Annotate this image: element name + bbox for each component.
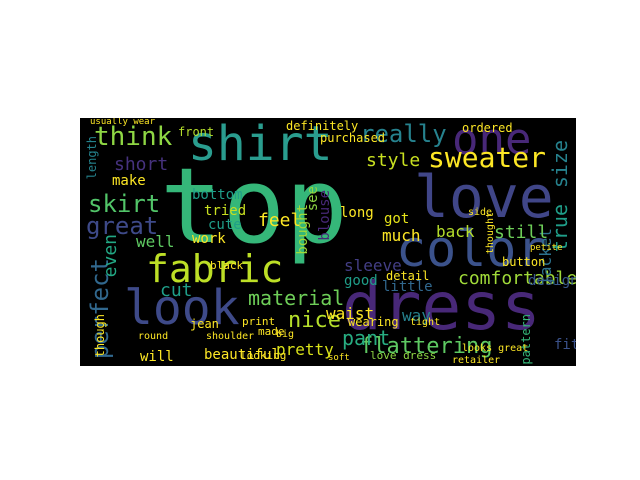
word-ordered: ordered — [462, 121, 513, 135]
word-material: material — [248, 286, 345, 310]
word-dress: dress — [342, 268, 541, 345]
word-color: color — [396, 220, 547, 278]
word-bottom: bottom — [192, 187, 243, 203]
word-cut: cut — [160, 280, 193, 301]
word-sleeve: sleeve — [344, 256, 402, 275]
word-beautiful: beautiful — [204, 347, 280, 363]
word-made: made — [258, 325, 285, 338]
word-back: back — [436, 222, 475, 241]
word-even: even — [100, 234, 121, 278]
word-detail: detail — [386, 269, 430, 283]
word-top: top — [160, 145, 348, 267]
word-looking: looking — [240, 349, 287, 362]
word-shirt: shirt — [188, 118, 333, 172]
word-skirt: skirt — [88, 190, 161, 218]
word-flattering: flattering — [360, 334, 493, 359]
word-think: think — [94, 122, 173, 152]
word-bought: bought — [295, 204, 311, 255]
word-love-dress: love dress — [370, 349, 437, 362]
word-nice: nice — [288, 308, 341, 333]
word-purchased: purchased — [320, 131, 386, 145]
word-pant: pant — [342, 326, 391, 350]
word-retailer: retailer — [452, 355, 501, 366]
word-fit: fit — [554, 337, 576, 353]
word-tight: tight — [410, 317, 441, 328]
word-tried: tried — [204, 203, 247, 219]
word-print: print — [242, 315, 276, 328]
word-round: round — [138, 331, 169, 342]
word-usually-wear: usually wear — [90, 118, 156, 127]
word-make: make — [112, 173, 146, 189]
word-fabric: fabric — [146, 247, 284, 291]
word-design: design — [528, 273, 576, 289]
word-well: well — [136, 232, 175, 251]
word-length: length — [85, 136, 99, 180]
word-style: style — [366, 150, 421, 171]
word-really: really — [360, 120, 447, 148]
word-waist: waist — [326, 304, 375, 323]
word-wearing: wearing — [348, 315, 399, 329]
word-pretty: pretty — [276, 340, 334, 359]
word-short: short — [114, 154, 169, 175]
word-thought: thought — [485, 212, 496, 255]
word-jean: jean — [190, 317, 219, 331]
word-black: black — [210, 259, 244, 272]
word-though: though — [93, 314, 107, 358]
word-little: little — [382, 279, 433, 295]
word-look: look — [124, 280, 240, 336]
word-great: great — [86, 212, 159, 240]
word-will: will — [140, 349, 174, 365]
word-definitely: definitely — [286, 119, 359, 133]
word-much: much — [382, 226, 421, 245]
word-looks-great: looks great — [462, 343, 529, 354]
word-comfortable: comfortable — [458, 268, 576, 289]
word-cute: cute — [208, 217, 242, 233]
word-pattern: pattern — [519, 314, 533, 365]
word-still: still — [494, 222, 549, 243]
word-size: size — [548, 140, 572, 189]
word-side: side — [468, 207, 493, 218]
word-good: good — [344, 273, 378, 289]
word-big: big — [276, 329, 295, 340]
word-feel: feel — [258, 210, 302, 231]
word-front: front — [178, 125, 215, 139]
word-sweater: sweater — [428, 141, 547, 174]
word-petite: petite — [530, 243, 563, 253]
word-button: button — [502, 255, 546, 269]
word-one: one — [452, 118, 532, 165]
word-blouse: blouse — [317, 190, 333, 241]
word-way: way — [402, 306, 431, 325]
word-shoulder: shoulder — [206, 331, 255, 342]
word-cloud: top dress one love color shirt look fabric sweat… — [80, 118, 576, 366]
word-love: love — [414, 163, 554, 231]
word-got: got — [384, 211, 410, 227]
word-work: work — [192, 231, 226, 247]
word-long: long — [340, 205, 374, 221]
word-soft: soft — [328, 353, 350, 363]
